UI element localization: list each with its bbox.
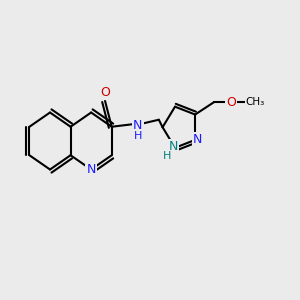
Text: N: N bbox=[86, 163, 96, 176]
Text: N: N bbox=[169, 140, 178, 153]
Text: H: H bbox=[163, 151, 172, 161]
Text: N: N bbox=[133, 119, 142, 132]
Text: O: O bbox=[100, 86, 110, 99]
Text: CH₃: CH₃ bbox=[245, 97, 265, 107]
Text: O: O bbox=[226, 96, 236, 109]
Text: H: H bbox=[134, 131, 142, 141]
Text: N: N bbox=[193, 134, 202, 146]
